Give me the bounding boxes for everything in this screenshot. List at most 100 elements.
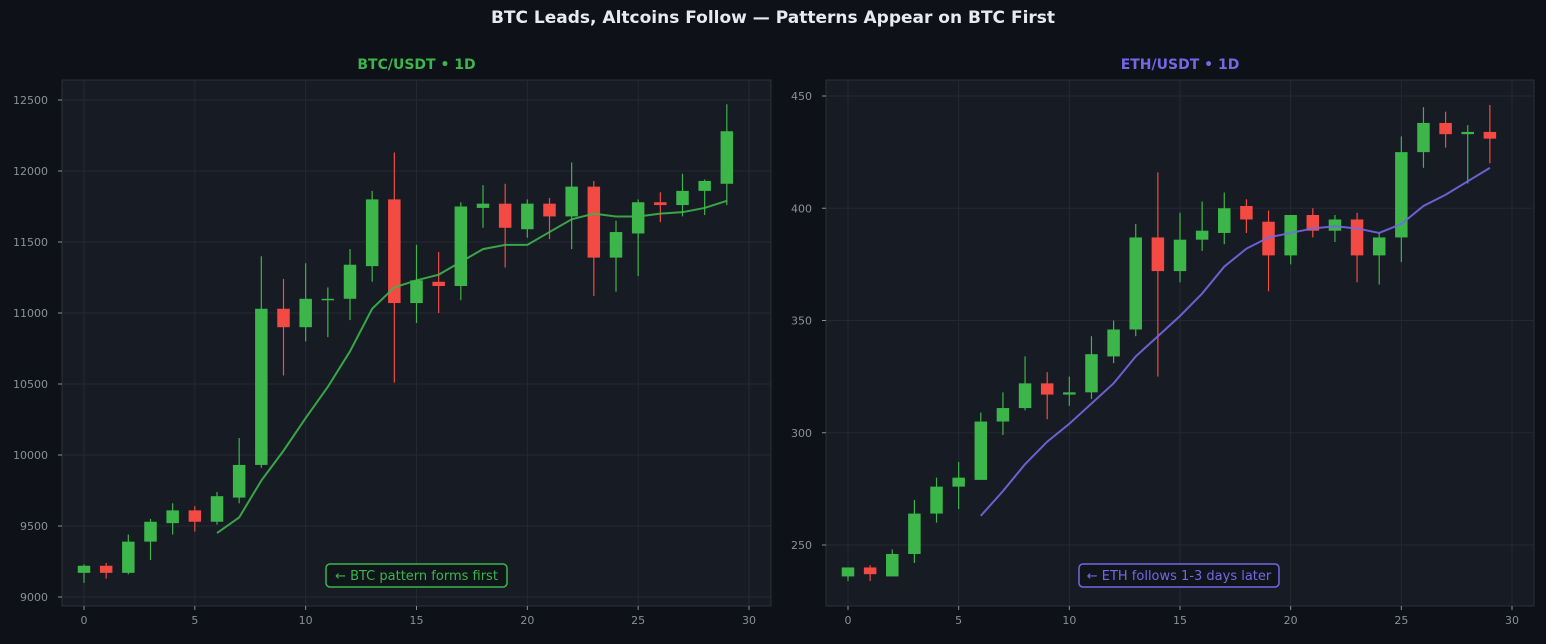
candle-body	[996, 408, 1010, 422]
annotation-btc: ← BTC pattern forms first	[335, 569, 498, 584]
candle-up	[609, 220, 623, 292]
candle-body	[122, 541, 135, 573]
candle-up	[166, 503, 179, 535]
candle-body	[930, 486, 943, 514]
candle-up	[1218, 192, 1231, 245]
candle-body	[1262, 221, 1275, 256]
candle-body	[210, 496, 224, 522]
candle-body	[1107, 329, 1120, 357]
candle-body	[1483, 131, 1497, 139]
candle-body	[1129, 237, 1142, 330]
grid-eth	[826, 80, 1534, 606]
candle-up	[476, 185, 490, 228]
candle-up	[841, 567, 855, 581]
candle-body	[1240, 206, 1253, 220]
x-tick-label: 10	[1062, 614, 1076, 627]
candle-body	[1461, 131, 1474, 135]
candle-body	[1395, 152, 1408, 238]
candle-down	[654, 192, 667, 223]
candle-body	[1018, 383, 1032, 409]
candle-up	[631, 199, 645, 277]
candle-down	[99, 562, 113, 579]
candle-down	[1151, 172, 1165, 377]
y-tick-label: 9000	[20, 591, 48, 604]
x-tick-label: 25	[1394, 614, 1408, 627]
panel-eth: 0 5 10 15 20 25 30 250 300 350 400 450 ETH/USDT • 1…	[791, 57, 1535, 627]
candle-body	[77, 565, 91, 573]
candle-up	[1063, 376, 1076, 406]
y-tick-label: 350	[791, 315, 812, 328]
candle-body	[410, 280, 423, 304]
y-tick-label: 10000	[13, 449, 48, 462]
candle-body	[1350, 219, 1364, 256]
candle-body	[1173, 239, 1187, 272]
candle-body	[841, 567, 855, 577]
candle-body	[299, 298, 312, 328]
candle-body	[1306, 214, 1320, 231]
candle-body	[908, 513, 921, 554]
figure-title: BTC Leads, Altcoins Follow — Patterns Ap…	[490, 8, 1056, 28]
x-tick-label: 20	[520, 614, 534, 627]
candle-body	[343, 264, 357, 299]
candle-up	[1195, 201, 1209, 251]
candle-body	[1040, 383, 1054, 395]
x-tick-label: 15	[1173, 614, 1187, 627]
candle-body	[609, 232, 623, 258]
candle-up	[1395, 136, 1408, 263]
candle-body	[1284, 214, 1297, 256]
candle-down	[498, 183, 512, 268]
candle-down	[432, 251, 445, 313]
candle-up	[1018, 356, 1032, 411]
candle-body	[255, 308, 268, 465]
candle-up	[565, 162, 578, 250]
candle-up	[698, 179, 711, 216]
candle-down	[1306, 208, 1320, 238]
candles-eth	[841, 104, 1497, 581]
candle-body	[432, 281, 445, 287]
candle-body	[1085, 354, 1098, 393]
candle-up	[521, 199, 534, 238]
candle-up	[232, 437, 246, 504]
candle-up	[122, 534, 135, 575]
x-tick-label: 15	[410, 614, 424, 627]
x-tick-label: 0	[845, 614, 852, 627]
candle-up	[930, 477, 943, 523]
candle-up	[1328, 214, 1342, 242]
x-tick-label: 20	[1284, 614, 1298, 627]
panel-title-eth: ETH/USDT • 1D	[1121, 57, 1240, 73]
annotation-box-btc	[325, 563, 508, 588]
candle-body	[321, 298, 335, 301]
candle-up	[886, 549, 899, 577]
x-tick-label: 0	[81, 614, 88, 627]
candle-down	[1262, 210, 1275, 292]
x-tick-label: 5	[955, 614, 962, 627]
candle-body	[565, 186, 578, 217]
candle-down	[1439, 111, 1452, 148]
candle-body	[232, 464, 246, 498]
y-tick-label: 9500	[20, 520, 48, 533]
x-tick-label: 30	[1505, 614, 1519, 627]
candle-body	[1439, 122, 1452, 135]
candle-up	[1085, 336, 1098, 400]
candle-down	[1240, 199, 1253, 233]
candle-up	[720, 104, 734, 206]
candle-body	[1218, 208, 1231, 233]
candle-body	[99, 565, 113, 573]
candle-up	[1129, 223, 1142, 337]
y-tick-label: 11500	[13, 236, 48, 249]
candle-body	[587, 186, 601, 258]
candle-body	[631, 202, 645, 234]
candle-body	[543, 203, 556, 217]
candle-body	[498, 203, 512, 228]
candle-body	[1372, 237, 1386, 256]
candle-body	[886, 553, 899, 577]
candle-body	[1328, 219, 1342, 231]
candle-up	[1417, 107, 1430, 168]
candle-body	[188, 510, 202, 522]
candle-up	[321, 287, 335, 338]
candle-body	[454, 206, 468, 287]
candle-down	[1483, 104, 1497, 164]
candle-body	[698, 180, 711, 191]
candle-up	[676, 173, 689, 217]
